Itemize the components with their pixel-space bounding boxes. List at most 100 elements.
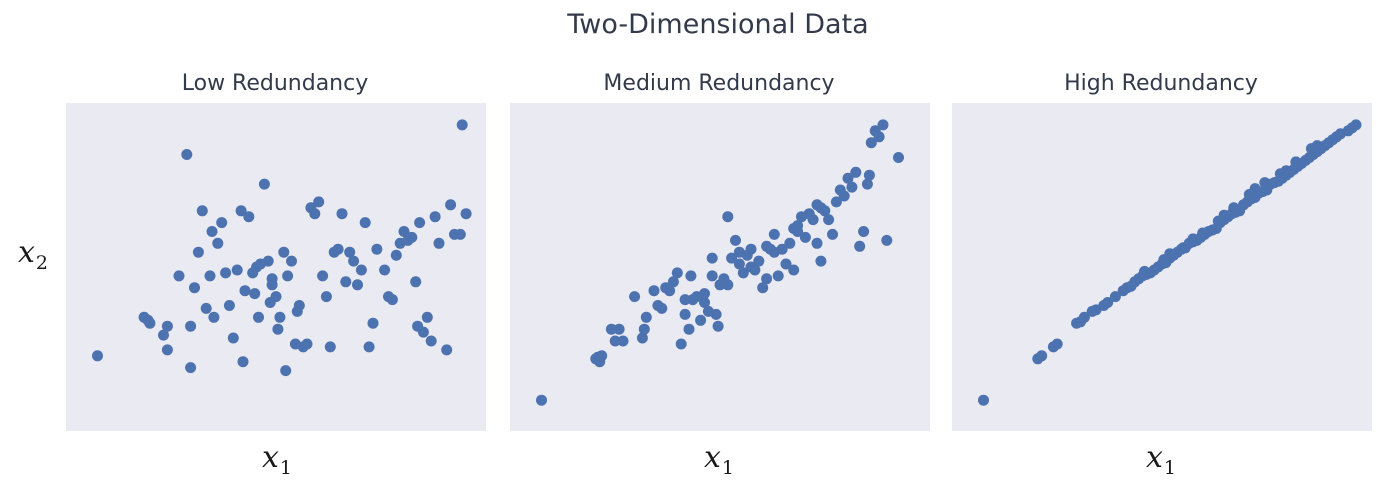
data-point: [640, 311, 652, 323]
data-point: [266, 279, 278, 291]
data-point: [1177, 242, 1189, 254]
data-point: [854, 240, 866, 252]
figure-title: Two-Dimensional Data: [566, 9, 868, 40]
data-point: [788, 264, 800, 276]
data-point: [212, 237, 224, 249]
data-point: [291, 305, 303, 317]
data-point: [1078, 311, 1090, 323]
data-point: [383, 291, 394, 303]
data-point: [683, 323, 695, 335]
data-point: [823, 214, 835, 226]
data-point: [282, 270, 294, 282]
data-point: [613, 323, 625, 335]
data-point: [239, 285, 251, 297]
panel-title: High Redundancy: [1064, 71, 1258, 96]
data-point: [274, 311, 286, 323]
data-point: [768, 246, 780, 258]
data-point: [799, 231, 811, 243]
data-point: [161, 320, 173, 332]
data-point: [200, 302, 212, 314]
data-point: [371, 243, 383, 255]
data-point: [243, 211, 255, 223]
data-point: [753, 255, 765, 267]
plot-area: [510, 103, 930, 431]
x-axis-label: x1: [1146, 440, 1176, 479]
data-point: [699, 297, 710, 308]
data-point: [379, 264, 391, 276]
data-point: [893, 152, 904, 163]
data-point: [1102, 297, 1114, 308]
data-point: [865, 137, 877, 149]
data-point: [811, 199, 823, 211]
data-point: [733, 258, 745, 270]
data-point: [784, 237, 796, 249]
data-point: [745, 261, 757, 273]
data-point: [417, 326, 429, 338]
data-point: [208, 311, 220, 323]
data-point: [223, 300, 235, 311]
data-point: [429, 211, 441, 223]
data-point: [745, 243, 757, 255]
data-point: [1290, 156, 1302, 168]
panel-title: Low Redundancy: [182, 71, 369, 96]
data-point: [1051, 338, 1063, 350]
data-point: [772, 270, 784, 282]
data-point: [144, 317, 156, 329]
data-point: [363, 341, 375, 353]
data-point: [425, 335, 437, 347]
data-point: [313, 196, 325, 208]
data-point: [227, 332, 239, 344]
x-axis-label: x1: [262, 440, 292, 479]
data-point: [344, 246, 356, 258]
data-point: [685, 270, 697, 282]
data-point: [92, 350, 103, 362]
plot-area: [66, 103, 486, 431]
data-point: [1218, 209, 1230, 221]
data-point: [158, 329, 169, 341]
data-point: [664, 285, 676, 297]
data-point: [286, 255, 297, 267]
data-point: [1311, 140, 1323, 152]
data-point: [173, 270, 185, 282]
data-point: [780, 258, 792, 270]
data-point: [695, 314, 707, 326]
data-point: [858, 226, 870, 237]
data-point: [1139, 265, 1150, 277]
data-point: [231, 264, 243, 276]
data-point: [863, 169, 875, 181]
data-point: [348, 255, 360, 267]
data-point: [730, 234, 741, 246]
data-point: [181, 149, 193, 160]
data-point: [706, 252, 718, 264]
data-point: [272, 323, 284, 335]
data-point: [433, 237, 445, 249]
data-point: [1187, 233, 1199, 245]
data-point: [414, 217, 426, 229]
data-point: [788, 223, 800, 234]
data-point: [536, 394, 547, 406]
data-point: [410, 276, 422, 288]
data-point: [761, 240, 773, 252]
data-point: [671, 267, 683, 279]
data-point: [648, 285, 660, 297]
data-point: [838, 190, 850, 202]
data-point: [367, 317, 379, 329]
data-point: [1197, 227, 1209, 239]
data-point: [827, 228, 838, 240]
data-point: [1036, 350, 1048, 362]
data-point: [706, 270, 718, 282]
data-point: [638, 323, 650, 335]
data-point: [352, 279, 363, 291]
data-point: [807, 214, 819, 226]
data-point: [317, 270, 329, 282]
data-point: [842, 172, 854, 184]
data-point: [220, 267, 232, 279]
scatter-points: [978, 119, 1362, 406]
data-point: [305, 202, 317, 214]
data-point: [185, 362, 197, 374]
data-point: [454, 228, 466, 240]
panel-medium-redundancy: Medium Redundancy x1: [510, 71, 930, 479]
data-point: [355, 264, 367, 276]
data-point: [679, 294, 691, 306]
